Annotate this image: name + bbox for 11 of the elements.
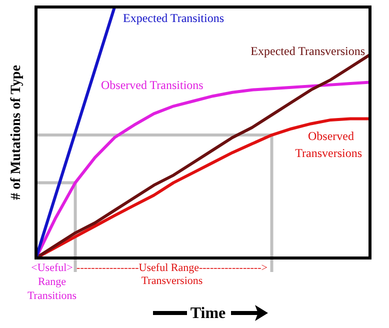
y-axis-title: # of Mutations of Type [9, 65, 24, 200]
text: Transitions [27, 290, 77, 302]
x-axis-title: Time [190, 305, 226, 322]
text: Transversions [141, 275, 203, 287]
text: -----------------Useful Range-----------------> [76, 262, 268, 274]
text: <Useful> [31, 262, 73, 274]
text: Range [38, 276, 66, 288]
series-label: Expected Transversions [250, 44, 366, 58]
series-label: Observed Transitions [101, 78, 204, 92]
series-label: Observed Transversions [295, 129, 362, 160]
series-label: Expected Transitions [123, 11, 224, 25]
